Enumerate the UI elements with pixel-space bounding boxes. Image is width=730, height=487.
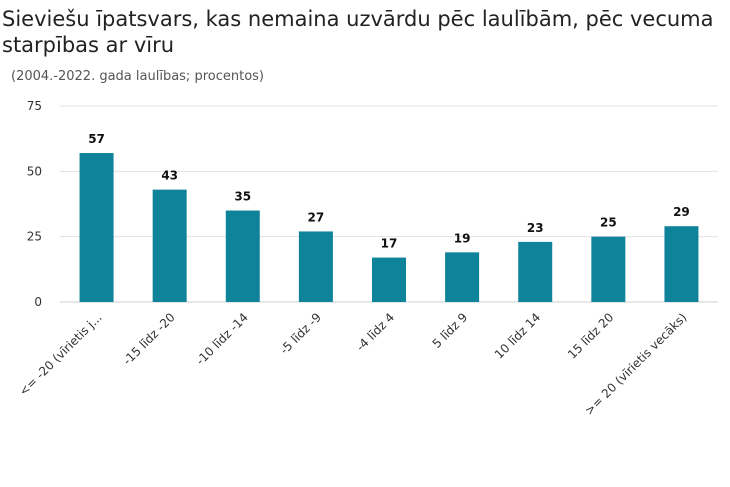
chart-title: Sieviešu īpatsvars, kas nemaina uzvārdu … [2, 7, 714, 57]
bar[interactable] [298, 231, 333, 302]
chart-subtitle: (2004.-2022. gada laulības; procentos) [11, 69, 264, 84]
data-label: 57 [88, 132, 105, 146]
bar[interactable] [372, 257, 406, 302]
x-tick-label: -5 līdz -9 [277, 310, 324, 357]
data-label: 23 [527, 221, 544, 235]
data-label: 27 [308, 210, 325, 224]
y-tick-label: 75 [27, 99, 42, 113]
data-label: 19 [454, 231, 471, 245]
data-label: 35 [234, 190, 251, 204]
bar[interactable] [152, 189, 187, 302]
x-axis-ticks: <= -20 (vīrietis j... -15 līdz -20 -10 līd… [16, 310, 689, 418]
x-tick-label: 10 līdz 14 [492, 310, 543, 361]
data-labels: 57 43 35 27 17 19 23 25 29 [88, 132, 690, 251]
y-tick-label: 25 [27, 230, 42, 244]
x-tick-label: 5 līdz 9 [430, 310, 471, 351]
x-tick-label: -10 līdz -14 [193, 310, 251, 368]
bars [79, 153, 699, 302]
data-label: 29 [673, 205, 690, 219]
data-label: 17 [381, 237, 398, 251]
bar[interactable] [79, 153, 114, 302]
data-label: 25 [600, 216, 617, 230]
data-label: 43 [161, 169, 178, 183]
bar[interactable] [664, 226, 699, 302]
x-tick-label: <= -20 (vīrietis j... [16, 310, 104, 398]
x-tick-label: -4 līdz 4 [353, 310, 397, 354]
x-tick-label: 15 līdz 20 [565, 310, 616, 361]
y-tick-label: 0 [34, 295, 42, 309]
bar[interactable] [445, 252, 480, 302]
y-axis-ticks: 0 25 50 75 [27, 99, 42, 309]
bar[interactable] [518, 241, 553, 302]
y-tick-label: 50 [27, 164, 42, 178]
bar[interactable] [225, 210, 260, 302]
bar[interactable] [591, 236, 626, 302]
x-tick-label: -15 līdz -20 [120, 310, 178, 368]
